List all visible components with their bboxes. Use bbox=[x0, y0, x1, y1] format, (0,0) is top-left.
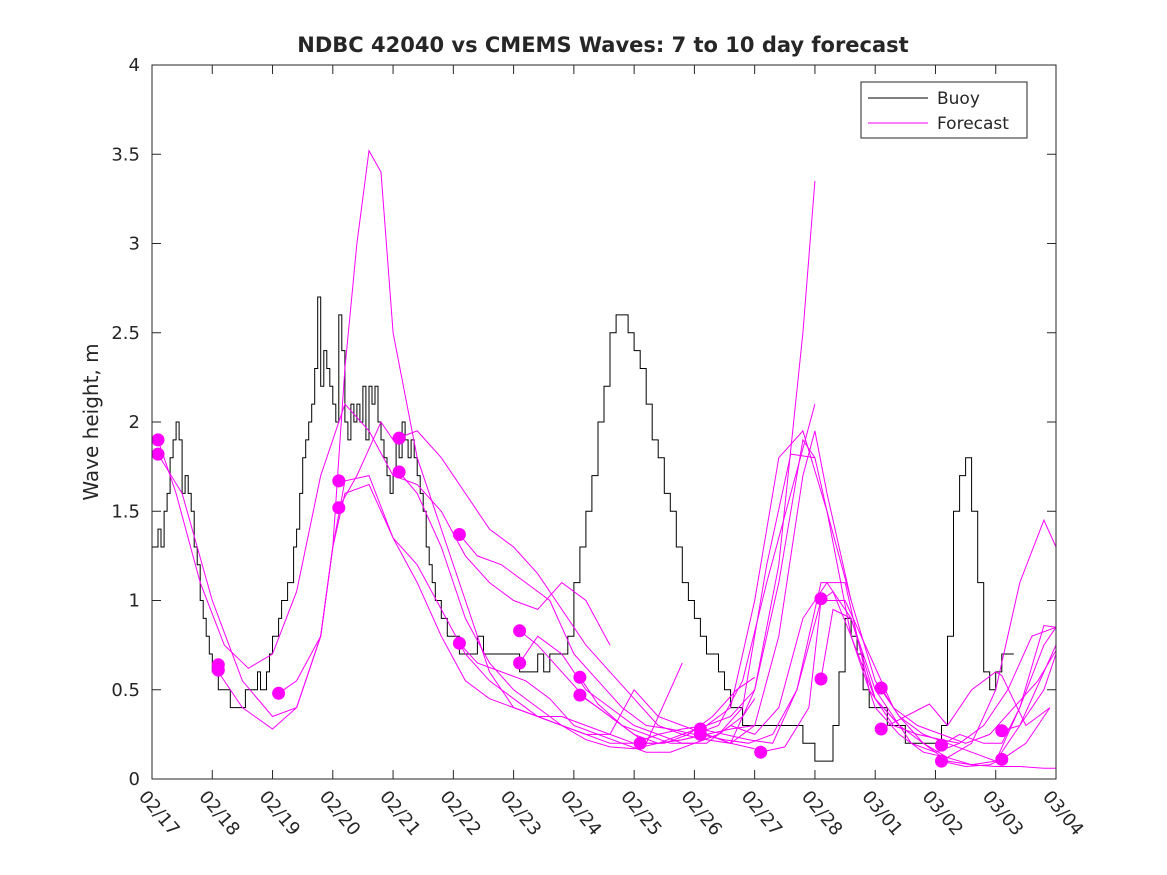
legend-box bbox=[860, 81, 1028, 139]
forecast-line bbox=[398, 429, 1057, 759]
forecast-marker bbox=[814, 592, 828, 606]
y-tick-label: 3.5 bbox=[111, 144, 140, 165]
forecast-line bbox=[459, 453, 815, 753]
forecast-marker bbox=[693, 727, 707, 741]
forecast-marker bbox=[995, 752, 1009, 766]
forecast-marker bbox=[452, 636, 466, 650]
forecast-line bbox=[941, 707, 1051, 768]
buoy-series bbox=[152, 296, 1014, 762]
forecast-marker bbox=[452, 528, 466, 541]
y-axis-label: Wave height, m bbox=[79, 343, 103, 500]
forecast-marker bbox=[573, 688, 587, 702]
forecast-line bbox=[1001, 653, 1057, 732]
forecast-line bbox=[880, 644, 1057, 762]
forecast-line bbox=[459, 403, 816, 735]
forecast-marker bbox=[272, 686, 286, 700]
forecast-marker bbox=[211, 663, 225, 677]
forecast-line bbox=[880, 671, 1051, 730]
buoy-line bbox=[152, 296, 1014, 762]
forecast-marker bbox=[814, 672, 828, 686]
legend: Buoy Forecast bbox=[860, 81, 1028, 139]
forecast-marker bbox=[935, 738, 948, 752]
plot-area bbox=[151, 64, 1057, 780]
forecast-marker bbox=[633, 736, 647, 750]
forecast-marker bbox=[513, 656, 527, 670]
forecast-marker bbox=[935, 754, 948, 768]
chart-title: NDBC 42040 vs CMEMS Waves: 7 to 10 day f… bbox=[297, 33, 908, 57]
forecast-line bbox=[579, 662, 683, 745]
forecast-marker bbox=[332, 474, 346, 488]
forecast-marker bbox=[513, 624, 527, 638]
forecast-marker bbox=[874, 681, 888, 695]
y-tick-label: 1 bbox=[129, 591, 140, 612]
forecast-marker bbox=[392, 465, 406, 479]
y-tick-label: 2 bbox=[129, 412, 140, 433]
forecast-marker bbox=[151, 433, 165, 447]
forecast-line bbox=[820, 608, 1057, 753]
forecast-line bbox=[941, 624, 1057, 746]
forecast-marker bbox=[874, 722, 888, 736]
y-tick-label: 1.5 bbox=[111, 501, 140, 522]
forecast-markers bbox=[151, 431, 1009, 768]
y-tick-label: 0 bbox=[129, 769, 140, 790]
forecast-marker bbox=[754, 745, 768, 759]
y-tick-label: 4 bbox=[129, 55, 140, 76]
y-tick-label: 2.5 bbox=[111, 323, 140, 344]
forecast-line bbox=[700, 600, 1057, 744]
legend-buoy-label: Buoy bbox=[937, 89, 980, 109]
forecast-marker bbox=[392, 431, 406, 445]
y-tick-label: 0.5 bbox=[111, 680, 140, 701]
forecast-line bbox=[579, 694, 756, 744]
forecast-marker bbox=[151, 447, 165, 461]
y-tick-label: 3 bbox=[129, 234, 140, 255]
forecast-marker bbox=[332, 501, 346, 515]
forecast-marker bbox=[573, 670, 587, 684]
forecast-line bbox=[157, 403, 611, 669]
legend-forecast-label: Forecast bbox=[937, 114, 1009, 134]
y-axis: 0 0.5 1 1.5 2 2.5 3 3.5 4 bbox=[111, 55, 1056, 790]
forecast-line bbox=[700, 582, 960, 744]
forecast-marker bbox=[995, 724, 1009, 738]
